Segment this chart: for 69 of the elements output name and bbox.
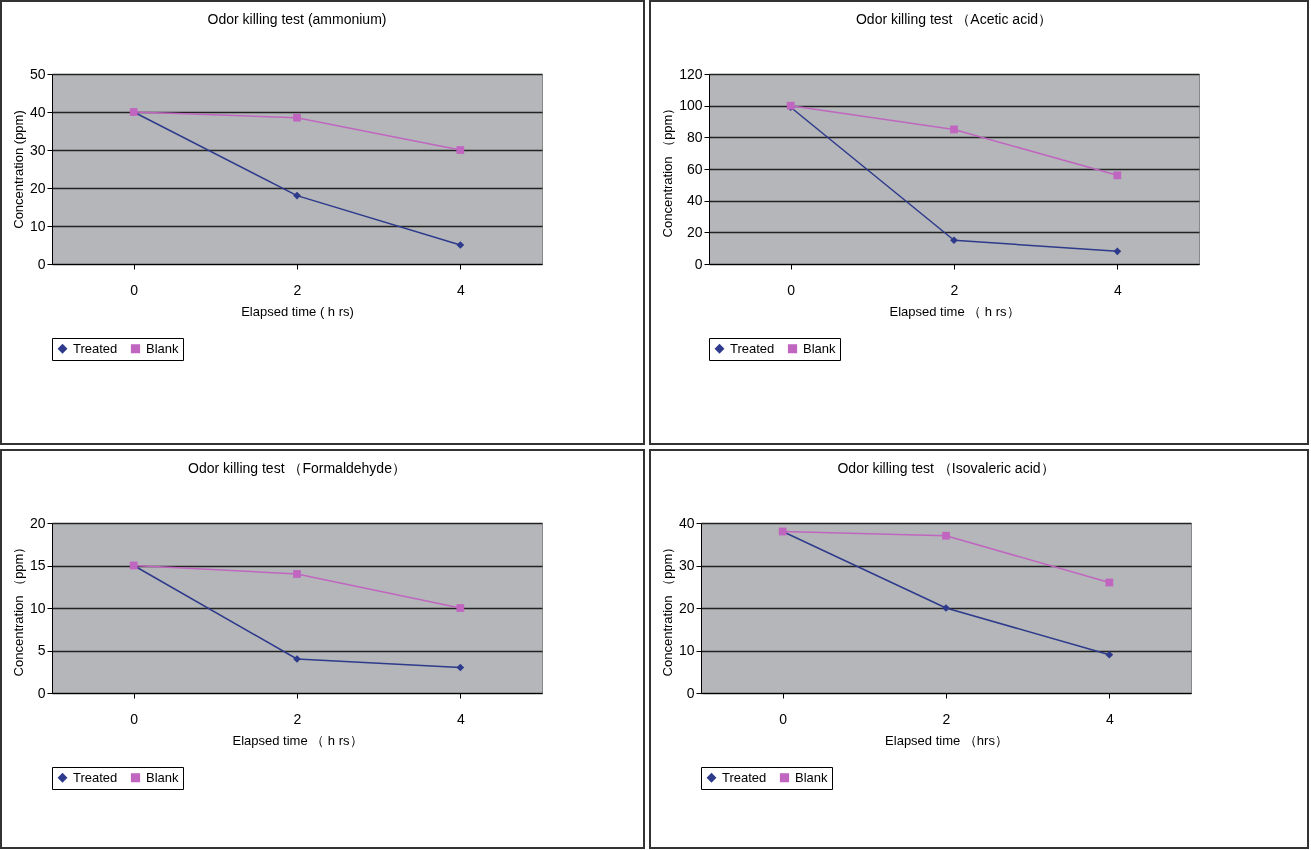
y-axis-title: Concentration （ppm） bbox=[10, 540, 26, 677]
x-tick-label: 0 bbox=[130, 710, 139, 727]
chart-title: Odor killing test （Formaldehyde） bbox=[188, 460, 406, 476]
y-tick-label: 40 bbox=[29, 103, 46, 120]
y-tick-label: 80 bbox=[686, 128, 703, 145]
point bbox=[1105, 578, 1114, 587]
x-tick-label: 4 bbox=[1113, 281, 1122, 298]
x-tick-label: 2 bbox=[293, 710, 302, 727]
x-axis-title: Elapsed time （ h rs） bbox=[889, 303, 1020, 319]
point bbox=[950, 125, 958, 134]
legend-label: Treated bbox=[73, 769, 118, 785]
legend-label: Treated bbox=[730, 340, 775, 356]
legend-label: Treated bbox=[722, 769, 767, 785]
y-tick-label: 20 bbox=[29, 179, 46, 196]
x-tick-label: 4 bbox=[456, 710, 465, 727]
x-axis-title: Elapsed time ( h rs) bbox=[241, 303, 354, 319]
y-tick-label: 20 bbox=[678, 599, 695, 616]
x-axis-title: Elapsed time （ h rs） bbox=[232, 732, 363, 748]
legend-label: Blank bbox=[146, 340, 180, 356]
y-tick-label: 30 bbox=[29, 141, 46, 158]
chart-title: Odor killing test （Isovaleric acid） bbox=[837, 460, 1055, 476]
x-tick-label: 0 bbox=[787, 281, 796, 298]
x-tick-label: 4 bbox=[1105, 710, 1114, 727]
y-tick-label: 20 bbox=[686, 223, 703, 240]
y-tick-label: 0 bbox=[686, 684, 695, 701]
point bbox=[293, 191, 301, 200]
x-tick-label: 4 bbox=[456, 281, 465, 298]
y-tick-label: 20 bbox=[29, 514, 46, 531]
y-axis-title: Concentration （ppm） bbox=[660, 101, 676, 238]
x-tick-label: 2 bbox=[950, 281, 959, 298]
point bbox=[950, 236, 958, 245]
y-tick-label: 10 bbox=[29, 217, 46, 234]
y-axis-title: Concentration (ppm) bbox=[10, 110, 26, 229]
y-tick-label: 0 bbox=[37, 684, 46, 701]
y-tick-label: 100 bbox=[679, 97, 703, 114]
point bbox=[293, 570, 301, 578]
legend-label: Treated bbox=[73, 340, 118, 356]
legend-label: Blank bbox=[795, 769, 829, 785]
x-tick-label: 0 bbox=[779, 710, 788, 727]
point bbox=[1113, 247, 1122, 256]
y-tick-label: 10 bbox=[29, 599, 46, 616]
point bbox=[456, 146, 465, 154]
point bbox=[1113, 171, 1122, 180]
y-tick-label: 50 bbox=[29, 65, 46, 82]
y-tick-label: 30 bbox=[678, 557, 695, 573]
y-tick-label: 40 bbox=[678, 514, 695, 531]
y-axis-title: Concentration （ppm） bbox=[659, 540, 675, 677]
chart-title: Odor killing test （Acetic acid） bbox=[855, 11, 1053, 27]
chart-title: Odor killing test (ammonium) bbox=[207, 11, 387, 27]
y-tick-label: 10 bbox=[678, 642, 695, 658]
x-tick-label: 0 bbox=[130, 281, 139, 298]
point bbox=[1105, 650, 1114, 659]
legend-label: Blank bbox=[146, 769, 180, 785]
point bbox=[293, 113, 301, 122]
y-tick-label: 40 bbox=[686, 192, 703, 209]
y-tick-label: 120 bbox=[679, 65, 703, 82]
legend-label: Blank bbox=[803, 340, 837, 356]
point bbox=[456, 663, 465, 672]
y-tick-label: 0 bbox=[37, 255, 46, 272]
x-tick-label: 2 bbox=[942, 710, 951, 727]
point bbox=[942, 531, 950, 540]
y-tick-label: 0 bbox=[694, 255, 703, 272]
y-tick-label: 60 bbox=[686, 160, 703, 177]
point bbox=[456, 604, 465, 612]
x-tick-label: 2 bbox=[293, 281, 302, 298]
x-axis-title: Elapsed time （hrs） bbox=[885, 732, 1008, 748]
y-tick-label: 5 bbox=[37, 642, 46, 658]
point bbox=[456, 241, 465, 249]
y-tick-label: 15 bbox=[29, 557, 46, 573]
